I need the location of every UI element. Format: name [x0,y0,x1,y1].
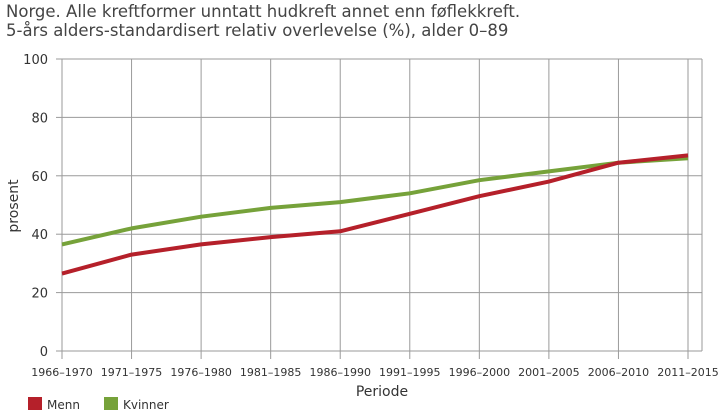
x-tick-label: 1976–1980 [170,366,232,379]
x-tick-label: 1981–1985 [240,366,302,379]
x-tick-label: 2001–2005 [518,366,580,379]
x-axis-label: Periode [356,384,408,400]
y-tick-label: 100 [23,53,48,68]
legend-swatch [104,397,118,410]
series-line-menn [61,153,689,276]
chart-subtitle: 5-års alders-standardisert relativ overl… [6,21,509,40]
y-tick-label: 20 [31,287,48,302]
x-tick-label: 2006–2010 [588,366,650,379]
grid [56,58,703,359]
y-axis-label: prosent [6,179,22,233]
legend: Menn Kvinner [28,397,169,412]
legend-item-kvinner: Kvinner [104,397,169,412]
x-tick-label: 1991–1995 [379,366,441,379]
x-tick-label: 2011–2015 [657,366,719,379]
legend-label: Menn [47,398,80,412]
x-tick-label: 1971–1975 [101,366,163,379]
y-tick-labels: 0 20 40 60 80 100 [23,53,48,360]
x-tick-label: 1986–1990 [309,366,371,379]
x-tick-labels: 1966–1970 1971–1975 1976–1980 1981–1985 1986… [31,366,719,379]
y-tick-label: 60 [31,170,48,185]
y-tick-label: 40 [31,228,48,243]
chart-title: Norge. Alle kreftformer unntatt hudkreft… [6,2,521,21]
y-tick-label: 80 [31,111,48,126]
series-line-kvinner [61,156,689,247]
x-tick-label: 1966–1970 [31,366,93,379]
legend-label: Kvinner [123,398,169,412]
legend-item-menn: Menn [28,397,80,412]
y-tick-label: 0 [40,345,48,360]
legend-swatch [28,397,42,410]
series-lines [61,153,689,276]
x-tick-label: 1996–2000 [449,366,511,379]
